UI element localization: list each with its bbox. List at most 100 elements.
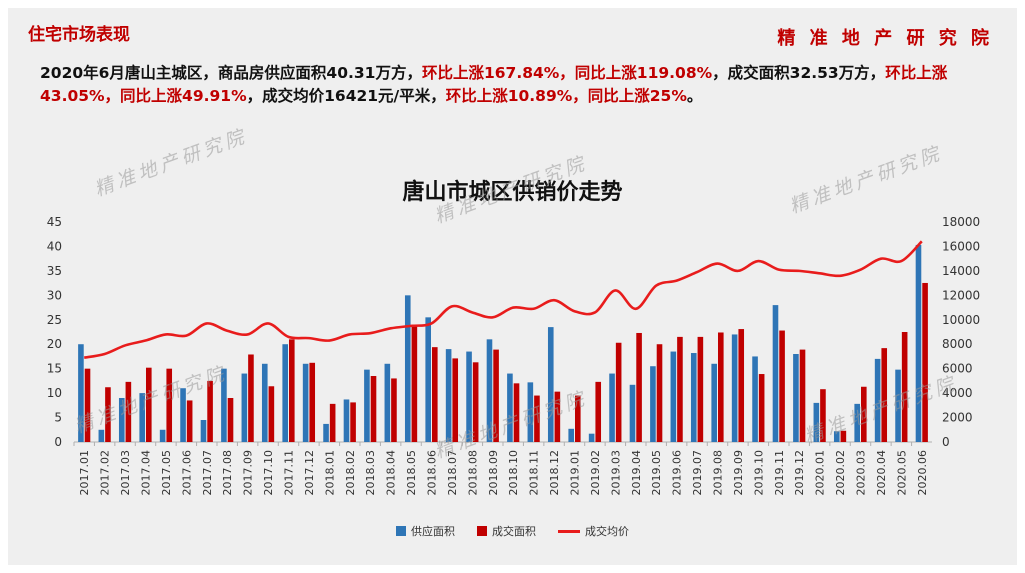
x-tick-label: 2018.02 bbox=[344, 450, 357, 496]
price-line bbox=[83, 240, 923, 359]
x-tick-label: 2019.03 bbox=[609, 450, 622, 496]
bar-deal bbox=[779, 330, 785, 442]
bar-deal bbox=[861, 386, 867, 442]
x-tick-label: 2017.03 bbox=[119, 450, 132, 496]
x-tick-label: 2018.08 bbox=[466, 450, 479, 496]
bar-deal bbox=[207, 380, 213, 442]
section-title: 住宅市场表现 bbox=[28, 25, 130, 45]
x-tick-label: 2020.03 bbox=[855, 450, 868, 496]
bar-supply bbox=[609, 373, 615, 442]
legend-label-deal: 成交面积 bbox=[492, 525, 536, 538]
legend-label-supply: 供应面积 bbox=[411, 525, 455, 538]
x-tick-label: 2018.04 bbox=[385, 450, 398, 496]
x-tick-label: 2017.07 bbox=[201, 450, 214, 496]
bar-deal bbox=[575, 395, 581, 442]
bar-deal bbox=[922, 282, 928, 442]
bar-supply bbox=[78, 344, 84, 442]
chart-title: 唐山市城区供销价走势 bbox=[402, 180, 623, 205]
bar-supply bbox=[588, 433, 595, 442]
x-tick-label: 2020.02 bbox=[834, 450, 847, 496]
bar-deal bbox=[840, 430, 847, 442]
bar-deal bbox=[513, 383, 520, 442]
summary-part-4: 环比上涨43.05%，同比上涨49.91% bbox=[40, 64, 948, 105]
bar-supply bbox=[731, 334, 738, 442]
x-tick-label: 2017.06 bbox=[180, 450, 193, 496]
bar-supply bbox=[690, 353, 697, 442]
bar-deal bbox=[329, 403, 336, 442]
bar-supply bbox=[793, 354, 799, 442]
bar-deal bbox=[370, 376, 377, 442]
bar-deal bbox=[452, 358, 459, 442]
bar-supply bbox=[200, 420, 207, 442]
bar-deal bbox=[554, 391, 561, 442]
x-tick-label: 2018.07 bbox=[446, 450, 459, 496]
bar-supply bbox=[486, 339, 493, 442]
bar-supply bbox=[568, 428, 574, 442]
y-left-tick-label: 25 bbox=[47, 313, 62, 327]
x-tick-label: 2019.11 bbox=[773, 450, 786, 496]
bar-supply bbox=[384, 363, 391, 442]
x-tick-label: 2020.06 bbox=[916, 450, 929, 496]
bar-supply bbox=[302, 363, 309, 442]
summary-part-6: 环比上涨10.89%，同比上涨25% bbox=[445, 87, 687, 105]
bar-deal bbox=[84, 368, 91, 442]
x-tick-label: 2017.09 bbox=[242, 450, 255, 496]
y-left-tick-label: 0 bbox=[54, 435, 62, 449]
bar-supply bbox=[854, 403, 860, 442]
x-tick-label: 2017.10 bbox=[262, 450, 275, 496]
bar-supply bbox=[98, 429, 105, 442]
y-left-tick-label: 30 bbox=[47, 288, 62, 302]
bar-deal bbox=[738, 329, 745, 442]
bar-deal bbox=[391, 378, 397, 442]
y-right-tick-label: 2000 bbox=[942, 411, 973, 425]
bar-supply bbox=[547, 327, 554, 442]
summary-text: 2020年6月唐山主城区，商品房供应面积40.31万方，环比上涨167.84%，… bbox=[40, 62, 1000, 108]
bar-deal bbox=[166, 368, 173, 442]
summary-part-7: 。 bbox=[686, 87, 703, 105]
bar-supply bbox=[813, 402, 820, 442]
bar-supply bbox=[895, 369, 901, 442]
bar-supply bbox=[752, 356, 758, 442]
bar-supply bbox=[261, 363, 268, 442]
bar-deal bbox=[105, 387, 111, 442]
bar-deal bbox=[186, 400, 193, 442]
bar-deal bbox=[901, 332, 908, 442]
bar-supply bbox=[507, 373, 513, 442]
bar-supply bbox=[650, 366, 656, 442]
x-tick-label: 2019.05 bbox=[650, 450, 663, 496]
bar-deal bbox=[248, 354, 254, 442]
y-right-tick-label: 14000 bbox=[942, 264, 980, 278]
x-tick-label: 2017.01 bbox=[78, 450, 91, 496]
slide-background bbox=[8, 8, 1017, 565]
x-tick-label: 2017.04 bbox=[140, 450, 153, 496]
bar-supply bbox=[323, 423, 329, 442]
bar-deal bbox=[636, 332, 642, 442]
bar-supply bbox=[241, 373, 248, 442]
y-right-tick-label: 16000 bbox=[942, 239, 980, 253]
x-tick-label: 2019.04 bbox=[630, 450, 643, 496]
bar-supply bbox=[466, 351, 472, 442]
x-tick-label: 2017.05 bbox=[160, 450, 173, 496]
bar-deal bbox=[493, 349, 499, 442]
bar-supply bbox=[404, 295, 411, 442]
bar-deal bbox=[125, 381, 132, 442]
x-tick-label: 2018.11 bbox=[528, 450, 541, 496]
x-tick-label: 2019.10 bbox=[752, 450, 765, 496]
bar-deal bbox=[656, 344, 663, 442]
brand-name: 精 准 地 产 研 究 院 bbox=[777, 28, 993, 49]
y-right-tick-label: 6000 bbox=[942, 362, 973, 376]
y-left-tick-label: 5 bbox=[54, 411, 62, 425]
bar-deal bbox=[615, 342, 622, 442]
x-tick-label: 2017.08 bbox=[221, 450, 234, 496]
bar-deal bbox=[534, 395, 540, 442]
y-left-tick-label: 45 bbox=[47, 215, 62, 229]
bar-supply bbox=[343, 399, 350, 442]
summary-part-3: ，成交面积32.53万方， bbox=[712, 64, 886, 82]
legend-item-deal: 成交面积 bbox=[477, 523, 536, 539]
y-right-tick-label: 8000 bbox=[942, 337, 973, 351]
legend-item-price: 成交均价 bbox=[558, 523, 629, 539]
bar-deal bbox=[799, 349, 806, 442]
bar-supply bbox=[772, 305, 779, 442]
x-tick-label: 2018.01 bbox=[323, 450, 336, 496]
